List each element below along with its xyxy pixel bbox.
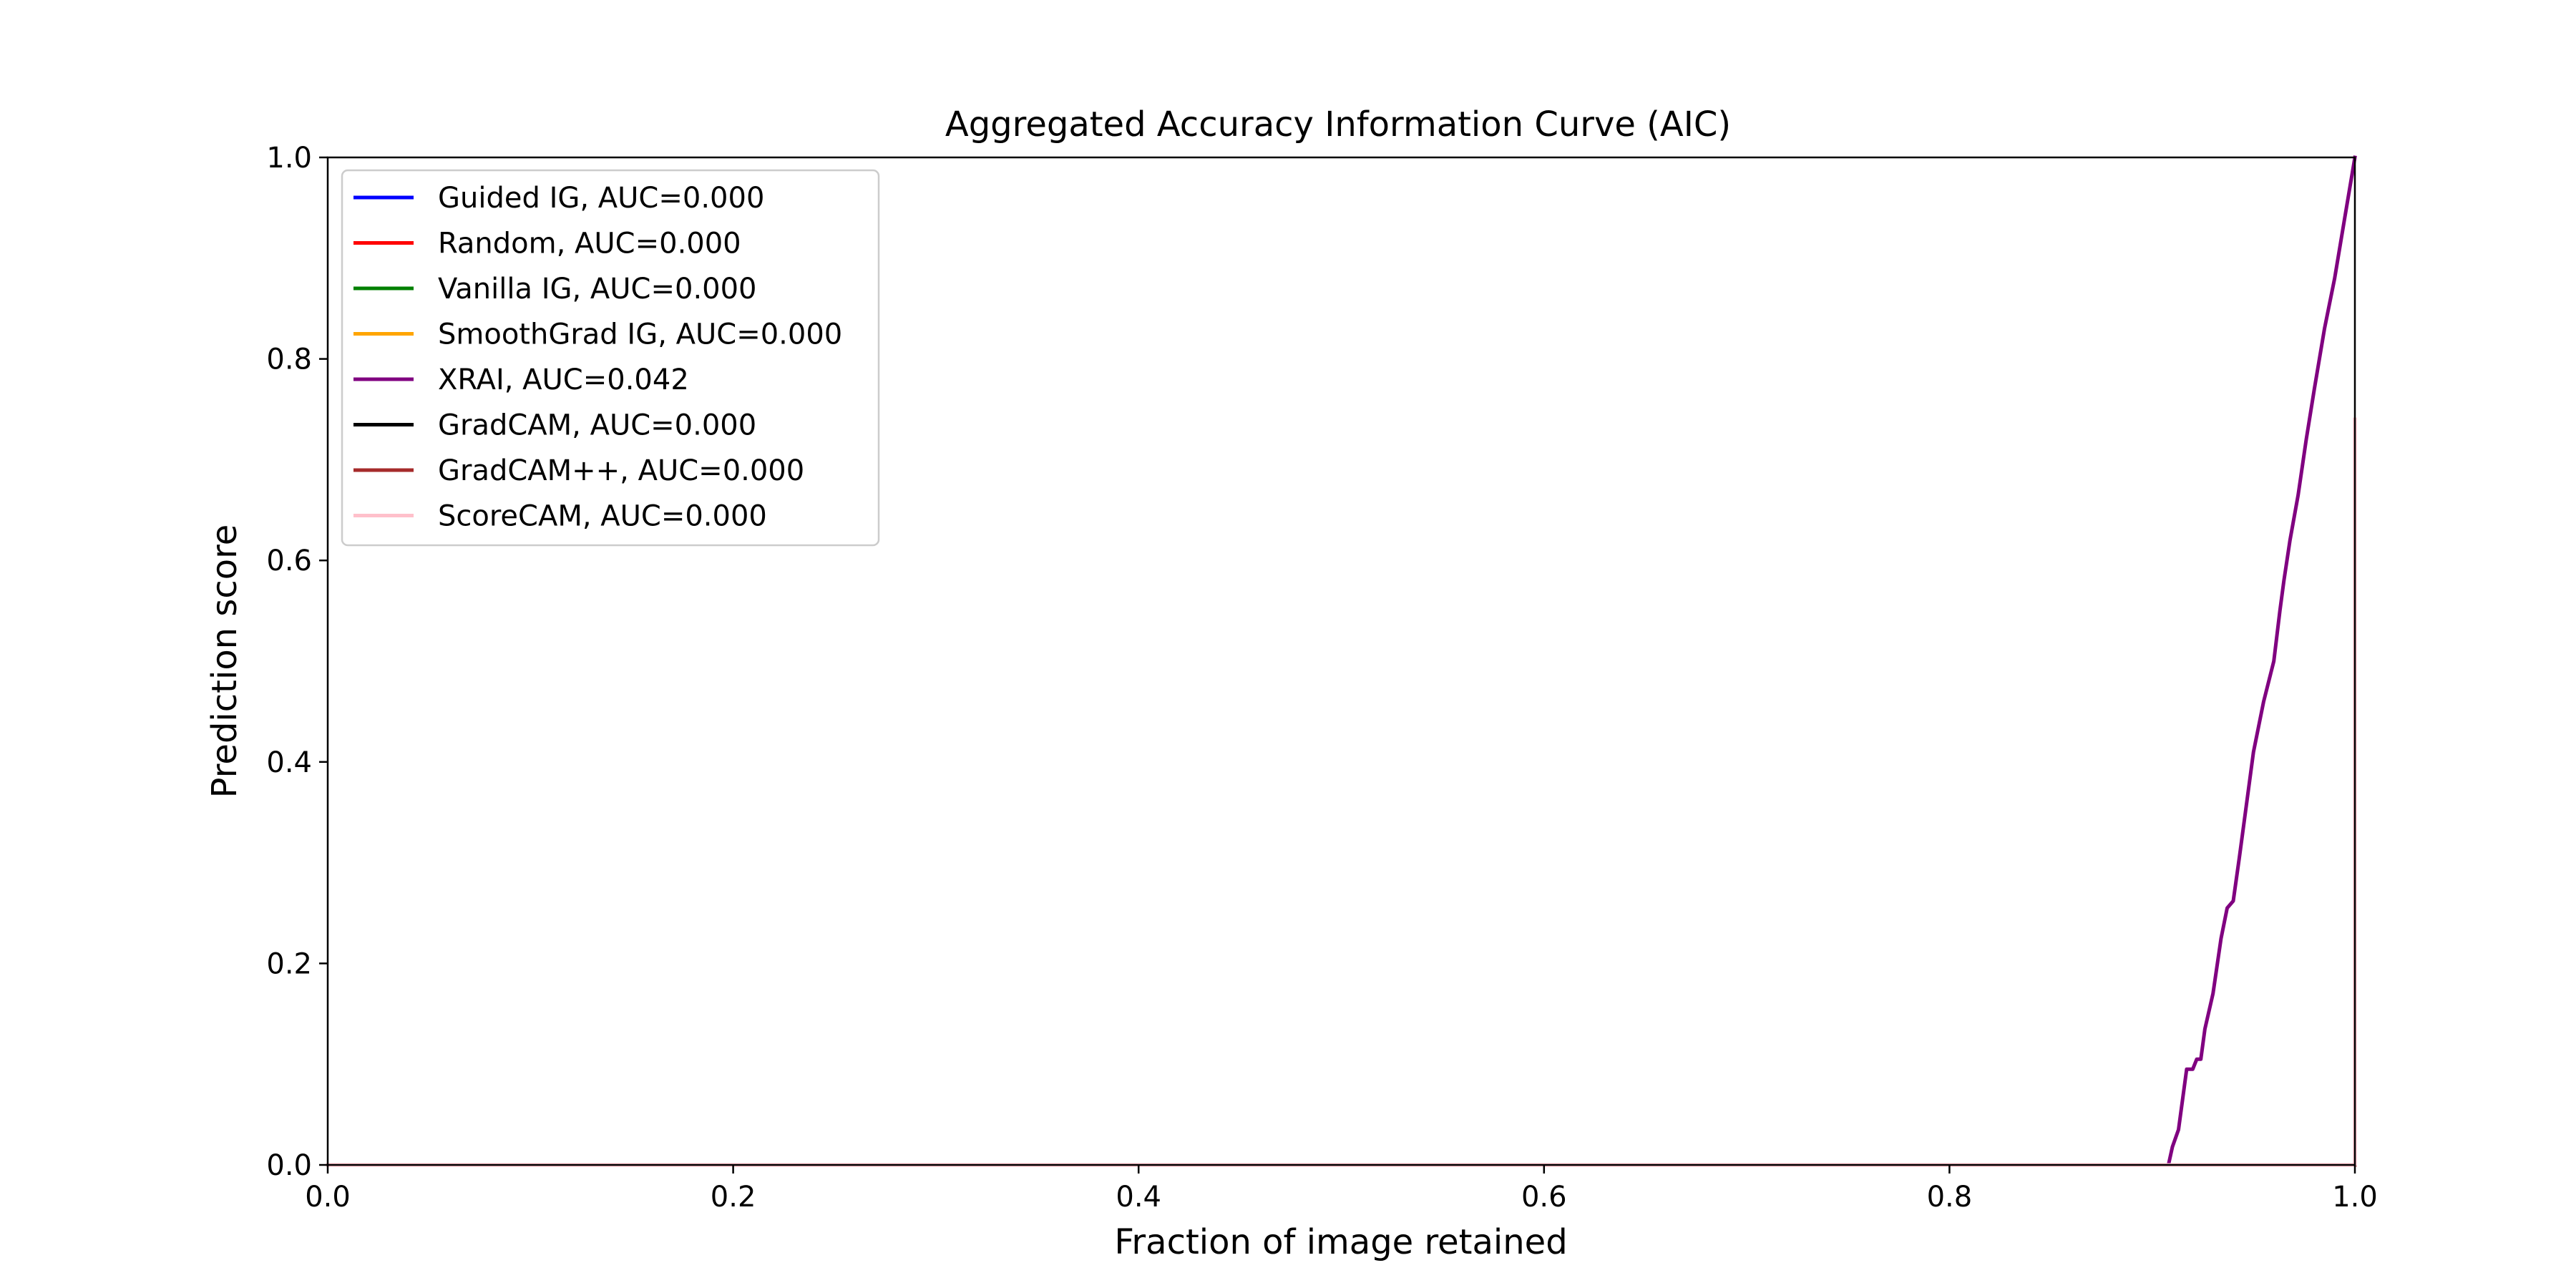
x-tick-label: 0.2: [711, 1181, 756, 1214]
legend-label-5: GradCAM, AUC=0.000: [438, 409, 756, 442]
y-tick-label: 0.6: [266, 545, 312, 577]
series-line-4: [326, 155, 2357, 1167]
legend-label-2: Vanilla IG, AUC=0.000: [438, 273, 757, 306]
y-tick-label: 0.8: [266, 343, 312, 376]
x-tick-label: 0.0: [305, 1181, 351, 1214]
y-tick-label: 0.4: [266, 746, 312, 779]
legend-label-1: Random, AUC=0.000: [438, 228, 741, 260]
legend-label-3: SmoothGrad IG, AUC=0.000: [438, 318, 842, 351]
x-axis-ticks: 0.0 0.2 0.4 0.6 0.8 1.0: [305, 1165, 2378, 1214]
x-axis-label: Fraction of image retained: [1114, 1222, 1567, 1262]
legend: Guided IG, AUC=0.000 Random, AUC=0.000 Van…: [341, 169, 880, 547]
legend-box: [341, 169, 880, 547]
y-tick-label: 0.2: [266, 947, 312, 980]
legend-label-7: ScoreCAM, AUC=0.000: [438, 500, 767, 533]
plot-area-frame: [326, 156, 2356, 1166]
x-tick-label: 0.8: [1927, 1181, 1973, 1214]
legend-label-4: XRAI, AUC=0.042: [438, 364, 689, 396]
x-tick-label: 1.0: [2332, 1181, 2378, 1214]
legend-label-0: Guided IG, AUC=0.000: [438, 182, 764, 215]
x-tick-label: 0.4: [1116, 1181, 1161, 1214]
chart-title: Aggregated Accuracy Information Curve (A…: [945, 104, 1731, 145]
y-tick-label: 1.0: [266, 142, 312, 175]
x-tick-label: 0.6: [1521, 1181, 1567, 1214]
y-axis-ticks: 0.0 0.2 0.4 0.6 0.8 1.0: [266, 142, 328, 1182]
legend-label-6: GradCAM++, AUC=0.000: [438, 454, 804, 487]
y-axis-label: Prediction score: [205, 525, 245, 799]
y-tick-label: 0.0: [266, 1149, 312, 1182]
